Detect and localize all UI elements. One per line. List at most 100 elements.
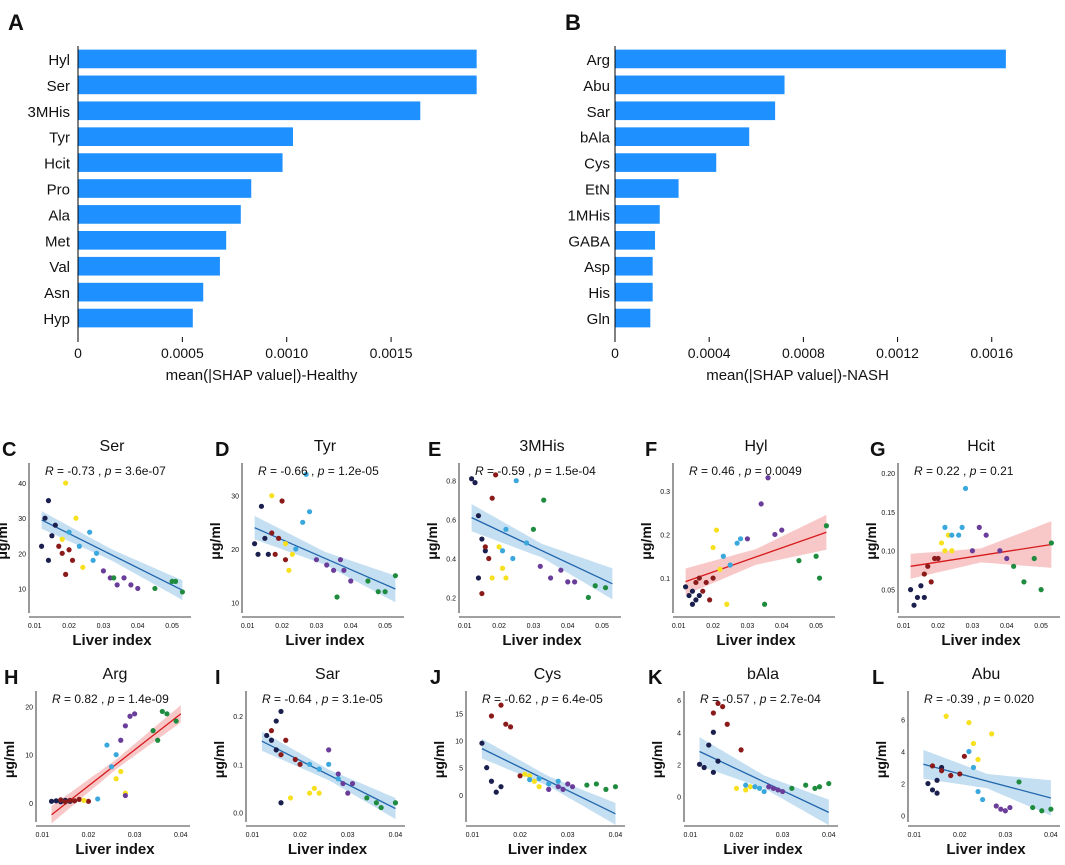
y-tick-label: 0.1	[660, 576, 670, 583]
data-point	[826, 780, 832, 787]
x-tick-label: 0.0010	[265, 345, 308, 361]
data-point	[479, 536, 485, 542]
data-point	[81, 797, 87, 803]
data-point	[584, 782, 590, 788]
y-axis-label: μg/ml	[863, 522, 879, 559]
data-point	[93, 550, 100, 556]
data-point	[307, 790, 313, 796]
regression-line	[699, 750, 830, 813]
data-point	[744, 536, 751, 542]
stats-annotation: R = -0.39 , p = 0.020	[924, 692, 1034, 706]
data-point	[734, 540, 740, 546]
data-point	[273, 747, 279, 753]
data-point	[48, 798, 55, 804]
bar-tyr	[78, 127, 293, 147]
data-point	[710, 544, 716, 551]
data-point	[287, 795, 294, 801]
data-point	[118, 737, 124, 743]
data-point	[592, 583, 598, 589]
x-axis-label: Liver index	[723, 841, 803, 858]
data-point	[128, 582, 134, 588]
x-tick-label: 0.01	[907, 832, 921, 839]
confidence-band	[910, 521, 1052, 579]
data-point	[173, 718, 179, 724]
bar-label: Hcit	[44, 156, 71, 173]
x-tick-label: 0.0008	[782, 345, 825, 361]
scatter-chart-c: C Ser R = -0.73 , p = 3.6e-07 10 20 30 40 0.01 0…	[0, 438, 191, 649]
y-tick-label: 4	[901, 749, 905, 756]
data-point	[689, 601, 696, 607]
x-tick-label: 0.04	[131, 623, 145, 630]
x-tick-label: 0	[74, 345, 82, 361]
data-point	[104, 742, 110, 748]
y-axis-label: μg/ml	[1, 741, 17, 778]
x-tick-label: 0.02	[82, 832, 96, 839]
data-point	[701, 764, 707, 771]
data-point	[100, 568, 107, 574]
stats-annotation: R = -0.59 , p = 1.5e-04	[475, 464, 596, 478]
chart-title: Sar	[315, 666, 341, 683]
x-axis-label: Liver index	[288, 841, 368, 858]
data-point	[382, 589, 388, 595]
data-point	[58, 797, 64, 803]
x-tick-label: 0.05	[1034, 623, 1048, 630]
data-point	[934, 790, 940, 796]
data-point	[498, 784, 504, 790]
y-tick-label: 0.8	[446, 479, 456, 486]
x-tick-label: 0.02	[62, 623, 76, 630]
y-tick-label: 10	[455, 738, 463, 745]
panel-label: K	[648, 667, 663, 689]
data-point	[546, 781, 552, 787]
chart-title: Hyl	[744, 438, 767, 455]
data-point	[488, 713, 495, 719]
data-point	[1016, 779, 1022, 785]
data-point	[761, 601, 768, 607]
data-point	[752, 784, 758, 790]
data-point	[496, 544, 502, 550]
data-point	[565, 781, 571, 787]
y-axis-label: μg/ml	[207, 522, 223, 559]
data-point	[756, 785, 763, 791]
x-tick-label: 0.0004	[688, 345, 731, 361]
data-point	[341, 567, 347, 573]
data-point	[957, 771, 963, 777]
data-point	[737, 536, 744, 542]
data-point	[392, 573, 399, 579]
data-point	[59, 536, 65, 542]
regression-line	[254, 527, 396, 590]
data-point	[914, 594, 921, 601]
data-point	[303, 471, 309, 477]
data-point	[686, 592, 692, 599]
data-point	[823, 523, 830, 529]
y-tick-label: 0	[29, 801, 33, 808]
data-point	[966, 748, 972, 755]
y-axis-label: μg/ml	[649, 741, 665, 778]
data-point	[127, 713, 133, 719]
data-point	[499, 548, 506, 554]
data-point	[921, 594, 927, 601]
data-point	[1030, 804, 1036, 811]
data-point	[507, 724, 514, 730]
x-tick-label: 0.02	[706, 623, 720, 630]
data-point	[765, 475, 771, 481]
data-point	[1031, 555, 1037, 562]
x-tick-label: 0.02	[730, 832, 744, 839]
bar-label: Abu	[583, 78, 610, 95]
data-point	[928, 579, 934, 585]
x-tick-label: 0.01	[897, 623, 911, 630]
data-point	[159, 708, 165, 715]
data-point	[489, 575, 495, 581]
data-point	[976, 524, 982, 530]
data-point	[324, 562, 330, 568]
x-tick-label: 0.03	[310, 623, 324, 630]
data-point	[62, 799, 68, 805]
data-point	[720, 704, 726, 710]
data-point	[1048, 540, 1055, 546]
data-point	[720, 553, 726, 559]
data-point	[337, 557, 344, 563]
data-point	[942, 524, 948, 530]
data-point	[49, 533, 55, 539]
data-point	[696, 761, 703, 767]
data-point	[812, 785, 818, 791]
panel-label: E	[428, 439, 441, 461]
